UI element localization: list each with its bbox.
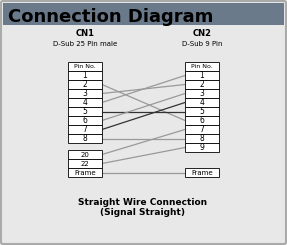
Text: Pin No.: Pin No. [191,64,213,69]
FancyBboxPatch shape [185,89,219,98]
Text: 2: 2 [83,80,87,89]
FancyBboxPatch shape [68,168,102,177]
FancyBboxPatch shape [68,134,102,143]
Text: 20: 20 [81,151,90,158]
Text: D-Sub 25 Pin male: D-Sub 25 Pin male [53,41,117,47]
Text: Connection Diagram: Connection Diagram [8,8,213,26]
FancyBboxPatch shape [68,116,102,125]
FancyBboxPatch shape [185,107,219,116]
FancyBboxPatch shape [185,134,219,143]
Text: 8: 8 [83,134,87,143]
Text: 6: 6 [83,116,88,125]
FancyBboxPatch shape [3,3,284,25]
Text: D-Sub 9 Pin: D-Sub 9 Pin [182,41,222,47]
Text: (Signal Straight): (Signal Straight) [100,208,185,217]
Text: 4: 4 [199,98,204,107]
Text: Frame: Frame [74,170,96,175]
FancyBboxPatch shape [185,116,219,125]
Text: 22: 22 [81,160,89,167]
FancyBboxPatch shape [68,62,102,71]
Text: 1: 1 [200,71,204,80]
Text: 2: 2 [200,80,204,89]
Text: 5: 5 [199,107,204,116]
FancyBboxPatch shape [68,80,102,89]
Text: Straight Wire Connection: Straight Wire Connection [78,198,208,207]
FancyBboxPatch shape [68,150,102,159]
FancyBboxPatch shape [185,125,219,134]
FancyBboxPatch shape [68,125,102,134]
FancyBboxPatch shape [185,71,219,80]
Text: 1: 1 [83,71,87,80]
FancyBboxPatch shape [68,71,102,80]
FancyBboxPatch shape [68,159,102,168]
FancyBboxPatch shape [185,62,219,71]
Text: 3: 3 [83,89,88,98]
FancyBboxPatch shape [68,89,102,98]
FancyBboxPatch shape [185,80,219,89]
Text: 7: 7 [199,125,204,134]
Text: 6: 6 [199,116,204,125]
FancyBboxPatch shape [185,168,219,177]
Text: 9: 9 [199,143,204,152]
FancyBboxPatch shape [185,143,219,152]
FancyBboxPatch shape [185,98,219,107]
Text: 3: 3 [199,89,204,98]
Text: Pin No.: Pin No. [74,64,96,69]
FancyBboxPatch shape [68,107,102,116]
Text: 5: 5 [83,107,88,116]
Text: Frame: Frame [191,170,213,175]
Text: 7: 7 [83,125,88,134]
Text: 4: 4 [83,98,88,107]
Text: CN2: CN2 [193,29,212,38]
Text: CN1: CN1 [75,29,94,38]
FancyBboxPatch shape [68,98,102,107]
Text: 8: 8 [200,134,204,143]
